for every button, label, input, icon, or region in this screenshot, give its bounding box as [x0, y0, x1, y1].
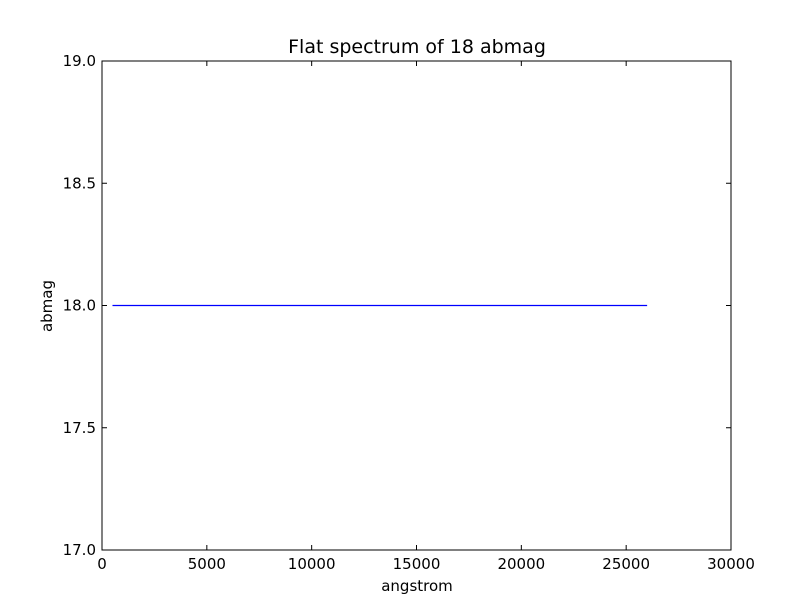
y-tick-label: 18.0	[63, 297, 96, 315]
y-tick-label: 19.0	[63, 52, 96, 70]
y-tick-label: 18.5	[63, 174, 96, 192]
y-tick-label: 17.5	[63, 419, 96, 437]
x-tick-label: 10000	[288, 555, 336, 573]
x-tick-label: 25000	[602, 555, 650, 573]
x-tick-label: 30000	[707, 555, 755, 573]
y-axis-label: abmag	[38, 280, 56, 332]
x-tick-label: 5000	[188, 555, 226, 573]
x-axis: 0 5000 10000 15000 20000 25000 30000	[97, 61, 755, 573]
chart-title: Flat spectrum of 18 abmag	[288, 36, 546, 58]
x-tick-label: 15000	[393, 555, 441, 573]
x-tick-label: 20000	[497, 555, 545, 573]
x-tick-label: 0	[97, 555, 107, 573]
y-tick-label: 17.0	[63, 541, 96, 559]
y-axis: 17.0 17.5 18.0 18.5 19.0	[63, 52, 731, 559]
x-axis-label: angstrom	[381, 577, 453, 595]
